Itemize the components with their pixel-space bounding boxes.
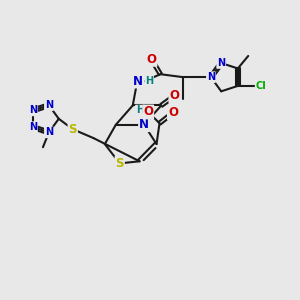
Text: Cl: Cl — [256, 81, 266, 91]
Text: H: H — [145, 76, 153, 86]
Text: O: O — [143, 106, 153, 118]
Text: N: N — [133, 74, 143, 88]
Text: N: N — [139, 118, 149, 131]
Text: N: N — [207, 72, 215, 82]
Text: O: O — [169, 89, 179, 102]
Text: N: N — [217, 58, 225, 68]
Text: N: N — [29, 122, 37, 132]
Text: N: N — [45, 100, 53, 110]
Text: S: S — [116, 157, 124, 170]
Text: S: S — [68, 123, 77, 136]
Text: N: N — [45, 128, 53, 137]
Text: O: O — [146, 53, 157, 66]
Text: N: N — [29, 105, 37, 116]
Text: O: O — [168, 106, 178, 119]
Text: H: H — [136, 106, 144, 116]
